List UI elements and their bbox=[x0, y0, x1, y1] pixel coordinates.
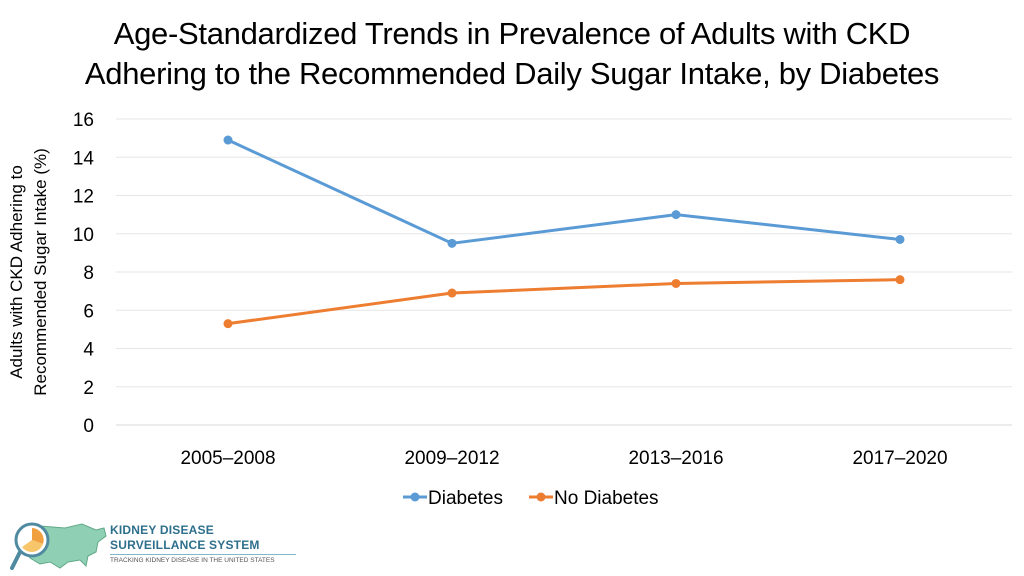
legend-marker-diabetes bbox=[410, 492, 420, 502]
y-tick-label-0: 0 bbox=[83, 416, 94, 437]
data-point-no-diabetes-1 bbox=[223, 319, 233, 329]
y-tick-label-2: 2 bbox=[83, 378, 94, 399]
logo-tagline: TRACKING KIDNEY DISEASE IN THE UNITED ST… bbox=[110, 557, 275, 564]
y-axis-label-line-2: Recommended Sugar Intake (%) bbox=[31, 148, 50, 396]
chart-title-line-1: Age-Standardized Trends in Prevalence of… bbox=[113, 16, 911, 51]
x-tick-label-2: 2009–2012 bbox=[404, 448, 499, 469]
legend-label-no-diabetes: No Diabetes bbox=[554, 488, 659, 509]
y-tick-label-14: 14 bbox=[73, 148, 95, 169]
y-tick-label-16: 16 bbox=[73, 110, 94, 131]
data-point-diabetes-1 bbox=[223, 135, 233, 145]
series-line-diabetes bbox=[226, 138, 902, 245]
logo-divider bbox=[110, 554, 296, 555]
y-tick-label-6: 6 bbox=[83, 301, 94, 322]
chart-title: Age-Standardized Trends in Prevalence of… bbox=[0, 14, 1024, 94]
data-point-no-diabetes-2 bbox=[447, 288, 457, 298]
x-tick-label-3: 2013–2016 bbox=[628, 448, 723, 469]
data-point-no-diabetes-3 bbox=[671, 278, 681, 288]
line-chart: 0 2 4 6 8 10 12 14 16 2005–2008 2009–2012 2013–2016… bbox=[7, 110, 1012, 509]
logo-title-line-2: SURVEILLANCE SYSTEM bbox=[110, 538, 260, 552]
data-point-diabetes-4 bbox=[895, 234, 905, 244]
y-tick-label-8: 8 bbox=[83, 263, 94, 284]
kdss-logo: KIDNEY DISEASE SURVEILLANCE SYSTEM TRACK… bbox=[10, 516, 310, 572]
legend-label-diabetes: Diabetes bbox=[428, 488, 503, 509]
data-point-no-diabetes-4 bbox=[895, 275, 905, 285]
legend-marker-no-diabetes bbox=[536, 492, 546, 502]
chart-title-line-2: Adhering to the Recommended Daily Sugar … bbox=[84, 56, 940, 91]
y-axis-label-line-1: Adults with CKD Adhering to bbox=[7, 165, 26, 379]
y-tick-label-10: 10 bbox=[73, 225, 94, 246]
x-tick-label-1: 2005–2008 bbox=[180, 448, 275, 469]
x-tick-label-4: 2017–2020 bbox=[852, 448, 947, 469]
series-line-no-diabetes bbox=[226, 278, 902, 326]
y-tick-label-4: 4 bbox=[83, 340, 94, 361]
us-map-logo-icon bbox=[10, 522, 107, 570]
data-point-diabetes-3 bbox=[671, 210, 681, 220]
logo-title-line-1: KIDNEY DISEASE bbox=[110, 523, 214, 537]
data-point-diabetes-2 bbox=[447, 238, 457, 248]
y-tick-label-12: 12 bbox=[73, 187, 94, 208]
